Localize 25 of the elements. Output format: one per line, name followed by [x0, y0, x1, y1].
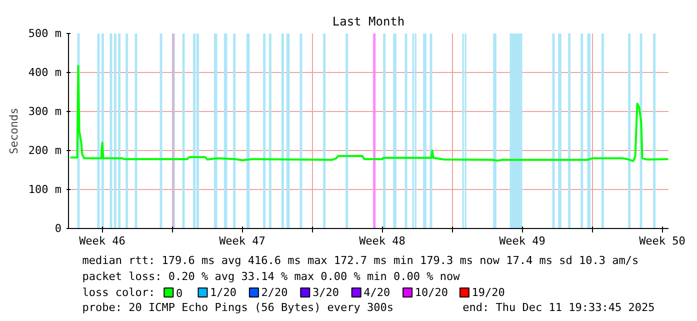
- text: end: Thu Dec 11 19:33:45 2025: [462, 301, 655, 314]
- y-axis-title: Seconds: [7, 108, 20, 154]
- legend-label: 2/20: [261, 286, 288, 299]
- text: median rtt: 179.6 ms avg 416.6 ms max 172.7 ms min 179.3 ms now 17.4 ms sd 10.3 am/s: [82, 254, 639, 267]
- x-tick-label: Week 46: [79, 234, 126, 248]
- legend-label: 10/20: [414, 286, 448, 299]
- text: probe: 20 ICMP Echo Pings (56 Bytes) every 300s: [82, 301, 394, 314]
- text: packet loss: 0.20 % avg 33.14 % max 0.00 % min 0.00 % now: [82, 270, 460, 283]
- x-tick-label: Week 48: [359, 234, 406, 248]
- y-tick-label: 400 m: [28, 66, 62, 79]
- y-tick-label: 200 m: [28, 144, 62, 157]
- x-tick-label: Week 50: [639, 234, 686, 248]
- legend-label: 3/20: [312, 286, 339, 299]
- legend-label: 19/20: [472, 286, 505, 299]
- x-tick-label: Week 49: [499, 234, 546, 248]
- legend-label: 1/20: [210, 286, 237, 299]
- x-tick-label: Week 47: [219, 234, 266, 248]
- y-tick-label: 100 m: [28, 183, 62, 196]
- legend-title: loss color:: [82, 286, 156, 299]
- chart-title: Last Month: [332, 14, 405, 28]
- y-tick-label: 0: [54, 222, 62, 235]
- legend-label: 4/20: [364, 286, 390, 299]
- legend-label: 0: [176, 287, 183, 300]
- y-tick-label: 500 m: [28, 27, 62, 40]
- y-tick-label: 300 m: [28, 105, 62, 118]
